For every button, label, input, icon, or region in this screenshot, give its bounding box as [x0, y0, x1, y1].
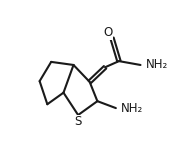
Text: NH₂: NH₂	[121, 102, 143, 115]
Text: S: S	[74, 116, 82, 128]
Text: O: O	[104, 26, 113, 39]
Text: NH₂: NH₂	[146, 58, 168, 71]
